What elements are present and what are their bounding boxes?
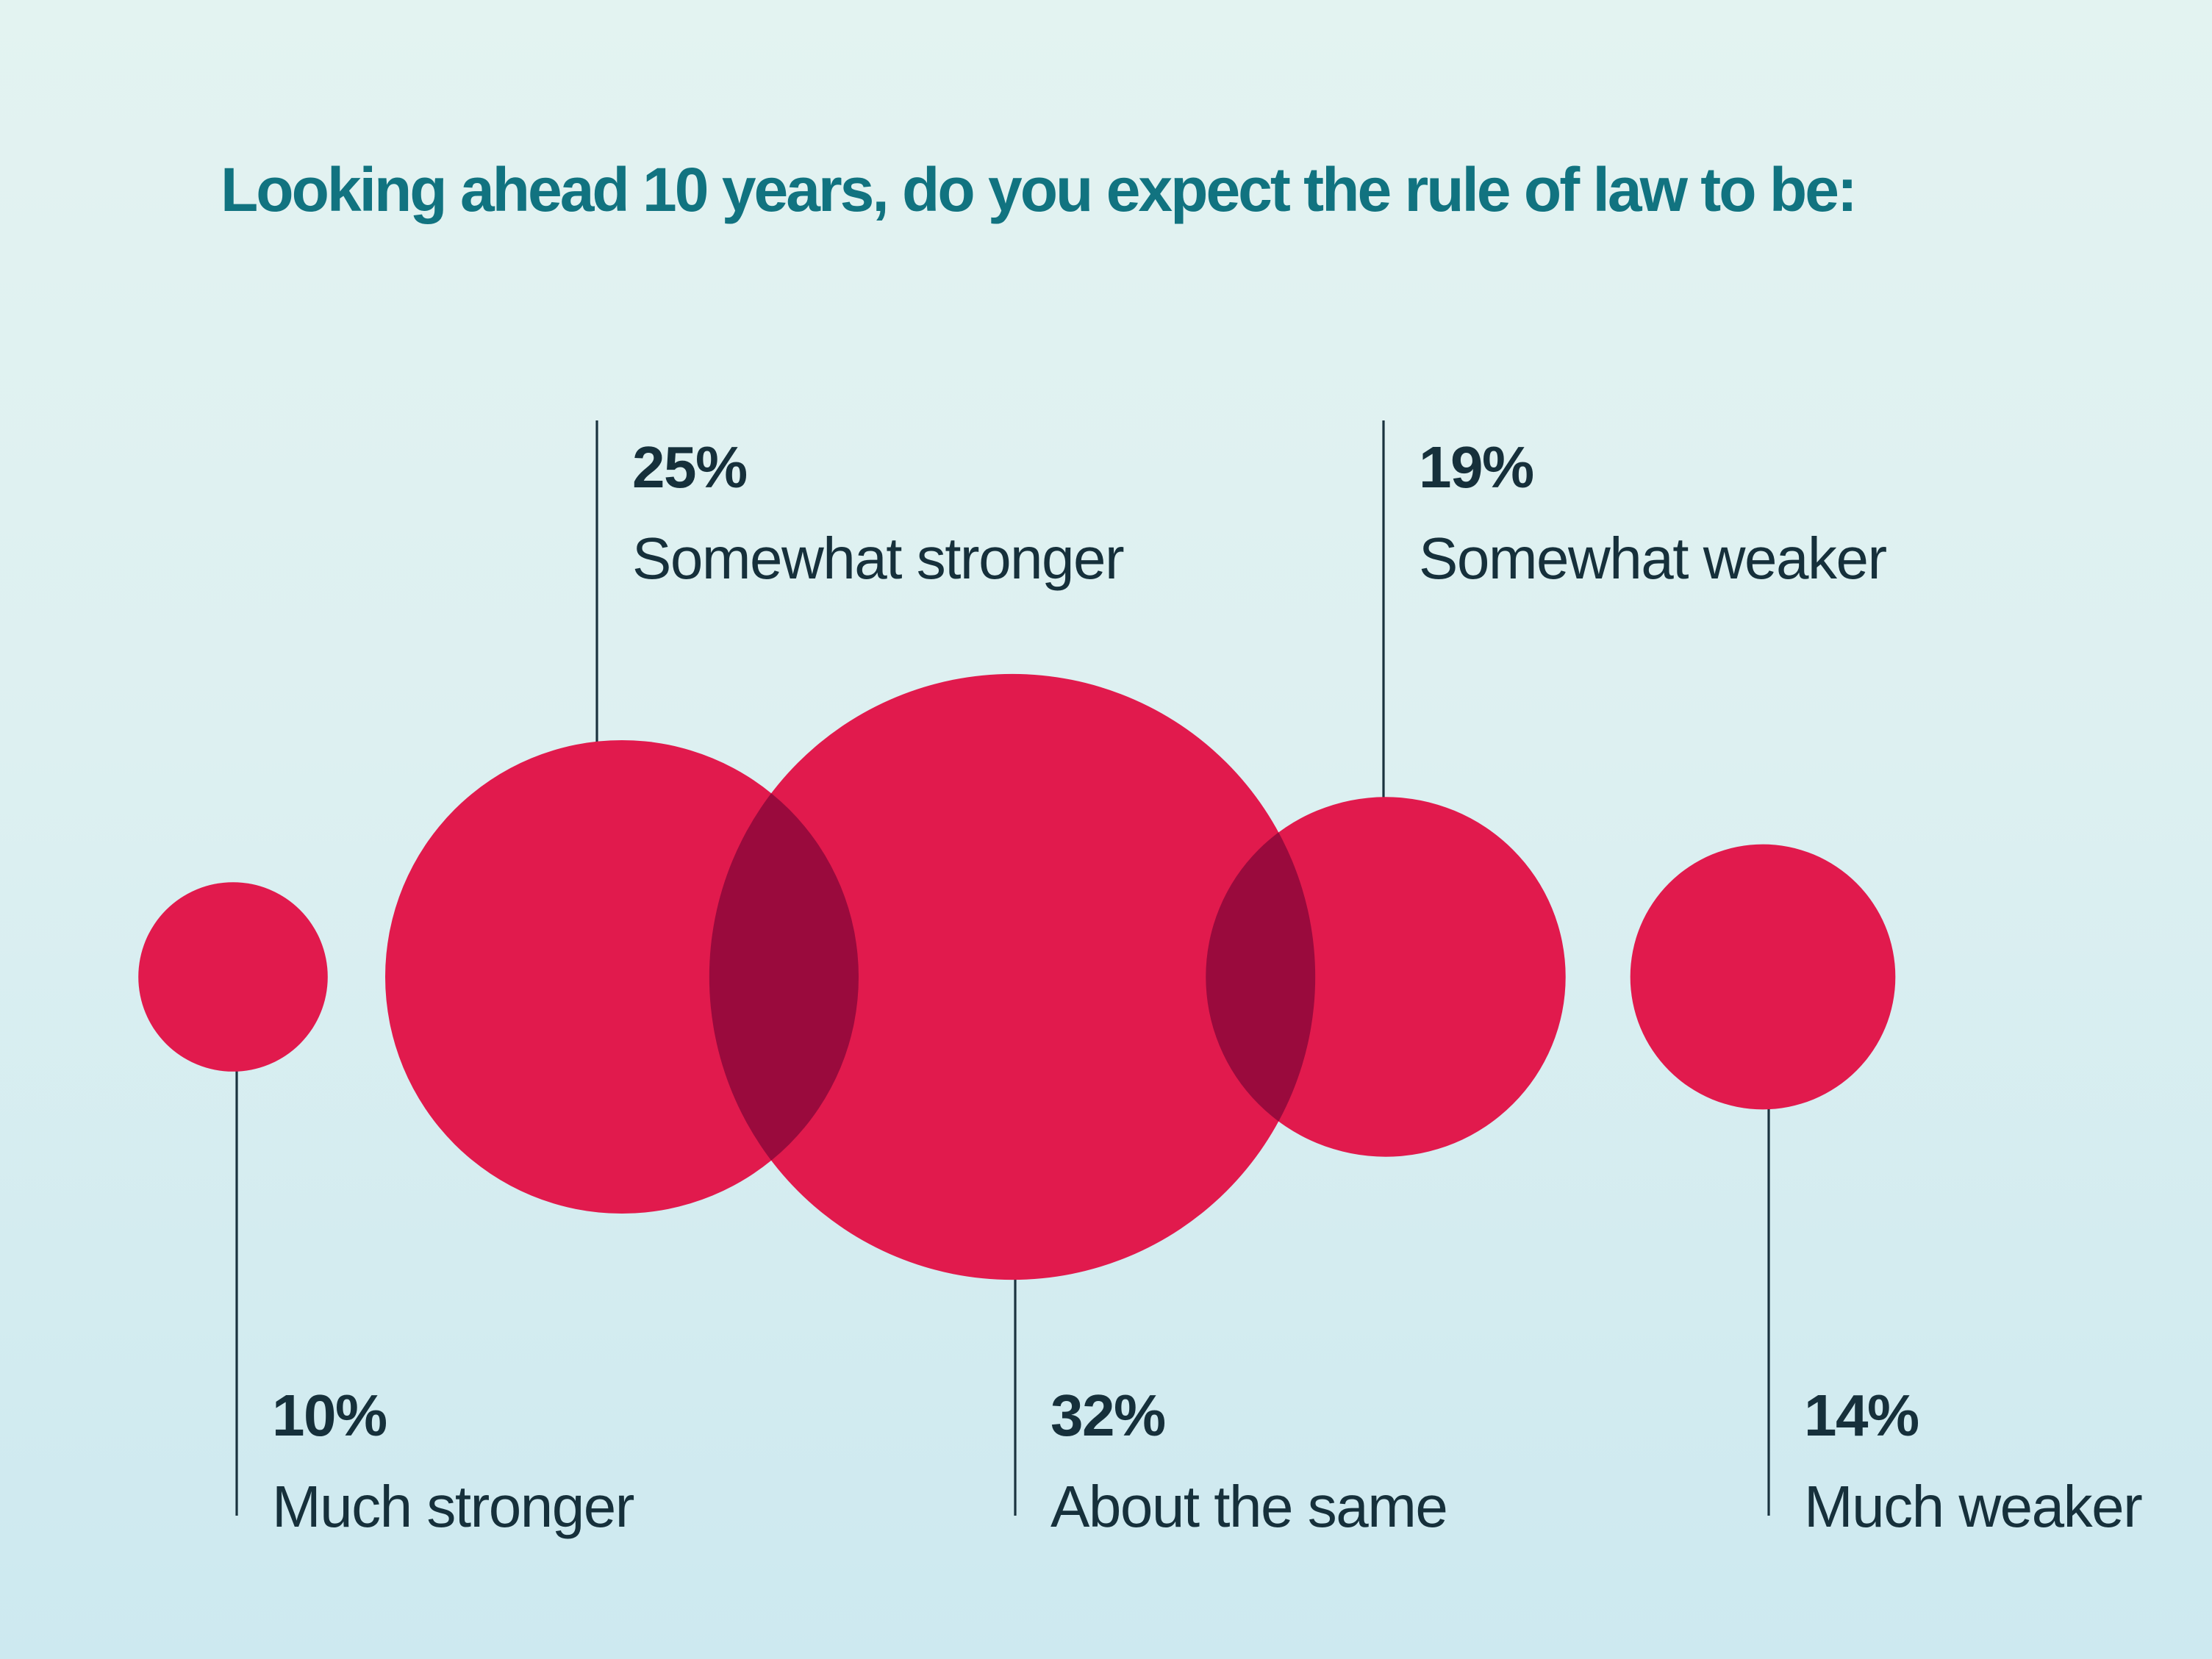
callout-much-stronger: 10% Much stronger: [272, 1370, 634, 1552]
category-label: Somewhat stronger: [632, 526, 1125, 591]
percent-label: 19%: [1419, 434, 1534, 500]
percent-label: 14%: [1804, 1383, 1919, 1448]
percent-label: 25%: [632, 434, 748, 500]
category-label: About the same: [1050, 1474, 1448, 1539]
percent-label: 32%: [1050, 1383, 1166, 1448]
category-label: Somewhat weaker: [1419, 526, 1887, 591]
callout-somewhat-weaker: 19% Somewhat weaker: [1419, 422, 1887, 604]
bubble-about-the-same: [709, 673, 1316, 1280]
bubble-much-stronger: [138, 882, 328, 1072]
callout-somewhat-stronger: 25% Somewhat stronger: [632, 422, 1125, 604]
category-label: Much weaker: [1804, 1474, 2143, 1539]
callout-much-weaker: 14% Much weaker: [1804, 1370, 2143, 1552]
chart-title: Looking ahead 10 years, do you expect th…: [221, 155, 1858, 224]
bubble-much-weaker: [1630, 844, 1896, 1110]
callout-about-the-same: 32% About the same: [1050, 1370, 1448, 1552]
category-label: Much stronger: [272, 1474, 634, 1539]
percent-label: 10%: [272, 1383, 387, 1448]
bubble-overlap-about-the-same-somewhat-weaker: [1206, 797, 1316, 1157]
